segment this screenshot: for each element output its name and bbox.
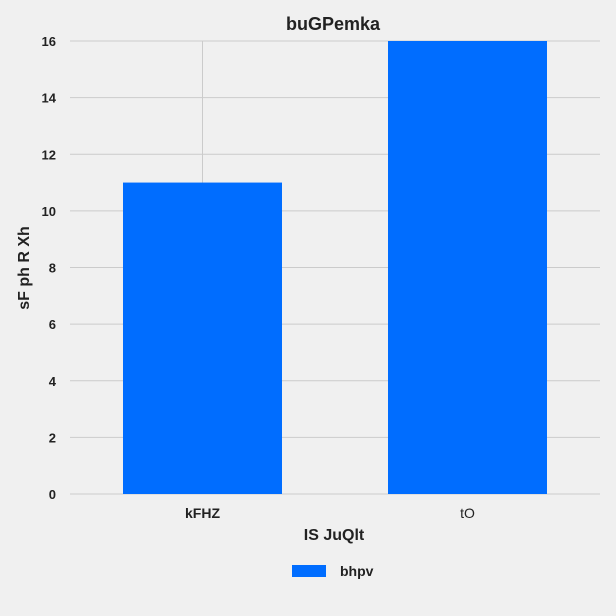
y-tick-label-6: 12 [42,147,56,162]
bars [123,41,547,494]
y-axis-label: sF ph R Xh [16,226,33,310]
legend-label-0: bhpv [340,563,374,579]
y-tick-label-4: 8 [49,261,56,276]
y-tick-label-2: 4 [49,374,57,389]
y-tick-label-3: 6 [49,317,56,332]
legend: bhpv [292,563,374,579]
x-tick-label-1: tO [460,505,475,521]
y-tick-label-7: 14 [42,91,57,106]
y-axis-ticks: 0 2 4 6 8 10 12 14 16 [42,34,57,502]
y-tick-label-5: 10 [42,204,56,219]
x-tick-label-0: kFHZ [185,505,220,521]
bar-tO [388,41,547,494]
x-axis-ticks: kFHZ tO [185,505,475,521]
y-tick-label-8: 16 [42,34,56,49]
chart-title: buGPemka [286,14,381,34]
bar-kFHZ [123,182,282,494]
x-axis-label: IS JuQlt [304,527,365,544]
y-tick-label-0: 0 [49,487,56,502]
legend-swatch-0 [292,565,326,577]
y-tick-label-1: 2 [49,430,56,445]
